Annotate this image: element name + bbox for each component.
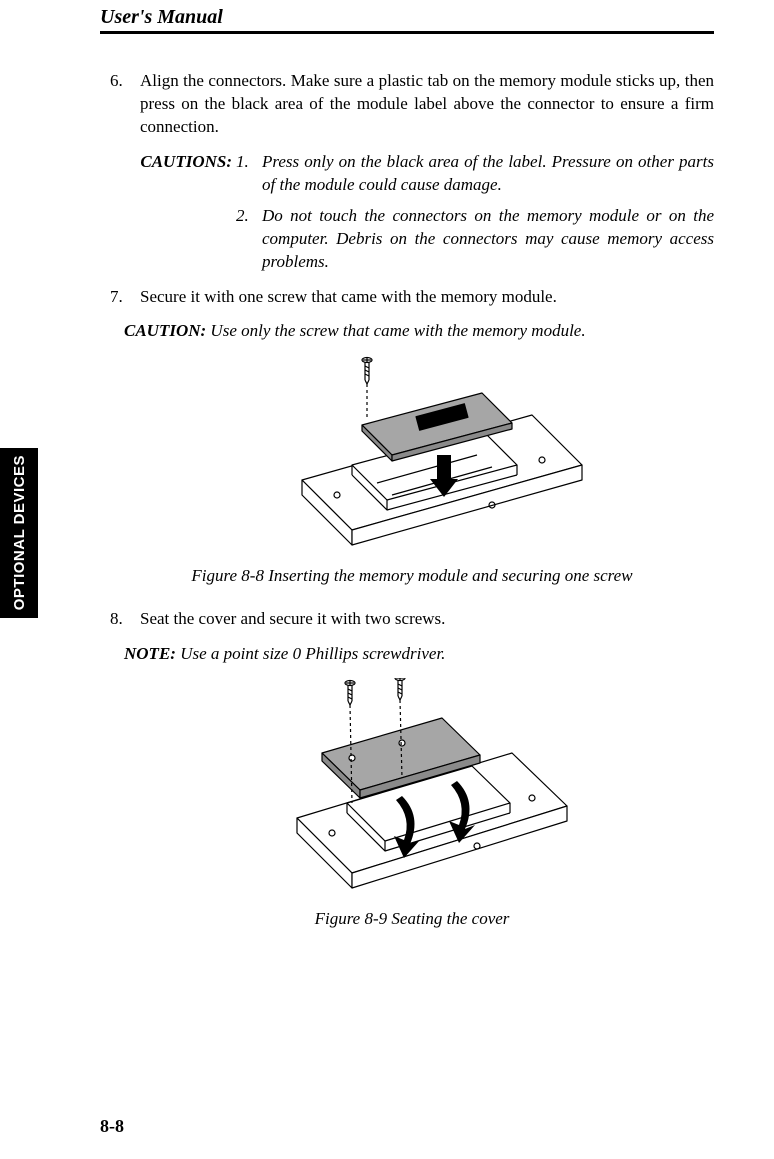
step-text: Seat the cover and secure it with two sc…: [140, 608, 714, 631]
note-step8: NOTE: Use a point size 0 Phillips screwd…: [124, 643, 714, 666]
caution-number: 1.: [236, 151, 262, 197]
page: User's Manual OPTIONAL DEVICES 6. Align …: [0, 0, 774, 1159]
cautions-step6: CAUTIONS: 1. Press only on the black are…: [110, 151, 714, 274]
page-number: 8-8: [100, 1116, 124, 1137]
step-text: Align the connectors. Make sure a plasti…: [140, 70, 714, 139]
caution-text: Use only the screw that came with the me…: [210, 321, 585, 340]
step-number: 6.: [110, 70, 140, 139]
caution-text: Press only on the black area of the labe…: [262, 151, 714, 197]
content: 6. Align the connectors. Make sure a pla…: [110, 70, 714, 951]
caution-number: 2.: [236, 205, 262, 274]
step-text: Secure it with one screw that came with …: [140, 286, 714, 309]
side-tab-label: OPTIONAL DEVICES: [11, 455, 28, 610]
caution-label: CAUTION:: [124, 321, 206, 340]
figure-8-8: [110, 355, 714, 555]
memory-module-diagram: [232, 355, 592, 555]
note-label: NOTE:: [124, 644, 176, 663]
header-title: User's Manual: [100, 0, 714, 29]
step-6: 6. Align the connectors. Make sure a pla…: [110, 70, 714, 139]
caution-label-empty: [110, 205, 236, 274]
side-tab: OPTIONAL DEVICES: [0, 448, 38, 618]
figure-8-9-caption: Figure 8-9 Seating the cover: [110, 908, 714, 931]
step-8: 8. Seat the cover and secure it with two…: [110, 608, 714, 631]
caution-text: Do not touch the connectors on the memor…: [262, 205, 714, 274]
cover-diagram: [252, 678, 572, 898]
figure-8-9: [110, 678, 714, 898]
step-7: 7. Secure it with one screw that came wi…: [110, 286, 714, 309]
caution-label: CAUTIONS:: [110, 151, 236, 197]
header-rule: [100, 31, 714, 34]
caution-row: CAUTIONS: 1. Press only on the black are…: [110, 151, 714, 197]
caution-step7: CAUTION: Use only the screw that came wi…: [124, 320, 714, 343]
note-text: Use a point size 0 Phillips screwdriver.: [180, 644, 445, 663]
step-number: 7.: [110, 286, 140, 309]
caution-row: 2. Do not touch the connectors on the me…: [110, 205, 714, 274]
figure-8-8-caption: Figure 8-8 Inserting the memory module a…: [110, 565, 714, 588]
page-header: User's Manual: [100, 0, 714, 34]
step-number: 8.: [110, 608, 140, 631]
